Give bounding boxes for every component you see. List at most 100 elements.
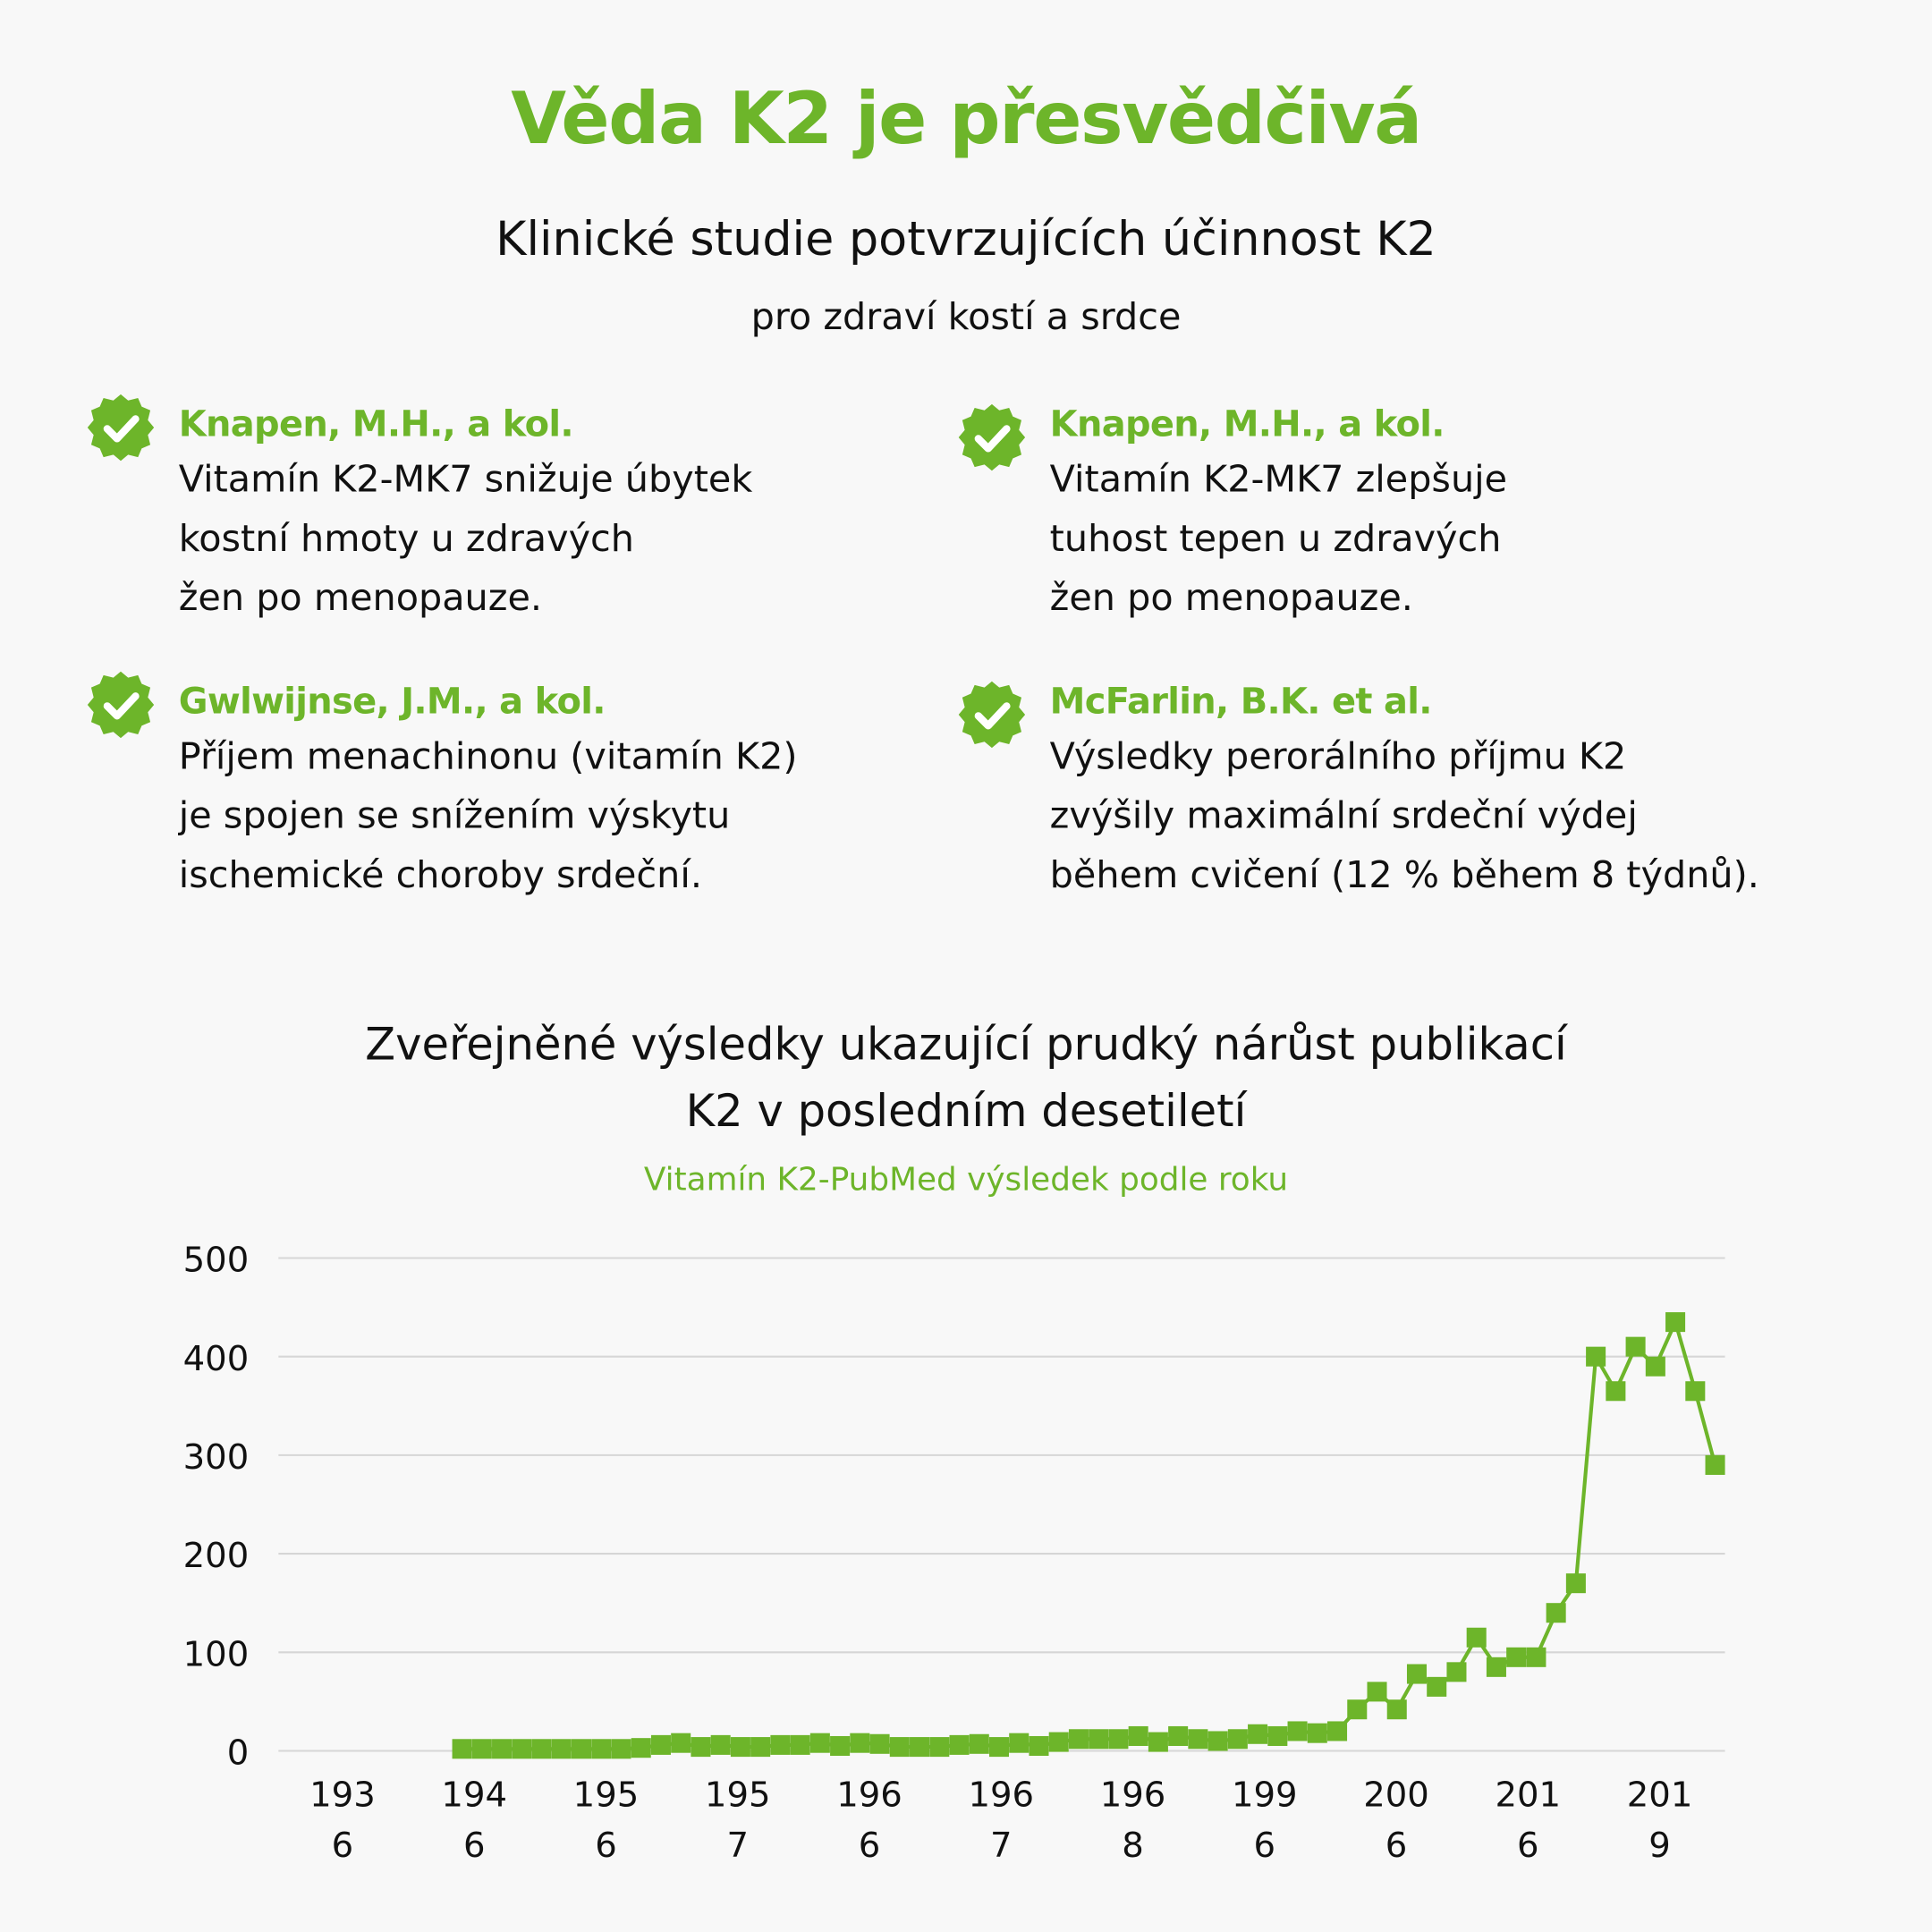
data-point xyxy=(1565,1573,1586,1594)
x-tick-label: 6 xyxy=(463,1826,486,1866)
x-tick-label: 196 xyxy=(1100,1775,1166,1815)
data-point xyxy=(531,1739,552,1759)
data-point xyxy=(1705,1454,1725,1475)
chart-subtitle: Vitamín K2-PubMed výsledek podle roku xyxy=(643,1162,1289,1199)
y-tick-label: 0 xyxy=(227,1733,250,1774)
data-point xyxy=(1287,1721,1308,1741)
x-tick-label: 7 xyxy=(990,1826,1013,1866)
data-point xyxy=(671,1733,691,1753)
data-point xyxy=(929,1737,950,1758)
data-point xyxy=(650,1734,671,1755)
data-point xyxy=(1188,1729,1208,1750)
data-point xyxy=(1168,1725,1189,1746)
data-point xyxy=(889,1737,910,1758)
data-point xyxy=(1347,1699,1368,1720)
data-point xyxy=(591,1739,612,1759)
data-point xyxy=(710,1734,731,1755)
data-point xyxy=(1128,1725,1148,1746)
data-point xyxy=(1466,1627,1487,1648)
study-description: Vitamín K2-MK7 snižuje úbytek kostní hmo… xyxy=(178,458,753,620)
data-point xyxy=(869,1733,890,1754)
x-tick-label: 195 xyxy=(573,1775,640,1815)
data-point xyxy=(691,1737,711,1758)
data-point xyxy=(1446,1662,1467,1682)
data-point xyxy=(1227,1729,1248,1750)
x-tick-label: 9 xyxy=(1648,1826,1671,1866)
data-point xyxy=(730,1737,750,1758)
x-tick-label: 193 xyxy=(309,1775,376,1815)
study-card: McFarlin, B.K. et al. Výsledky perorální… xyxy=(1050,674,1912,906)
data-point xyxy=(1526,1647,1546,1667)
x-tick-label: 195 xyxy=(705,1775,771,1815)
x-tick-label: 201 xyxy=(1495,1775,1561,1815)
data-point xyxy=(809,1733,830,1753)
data-point xyxy=(750,1737,771,1758)
chart-title: Zveřejněné výsledky ukazující prudký nár… xyxy=(365,1020,1567,1138)
data-point xyxy=(1586,1346,1606,1367)
data-point xyxy=(1327,1721,1348,1741)
data-point xyxy=(1645,1356,1665,1377)
data-point xyxy=(770,1734,791,1755)
data-point xyxy=(1486,1657,1506,1677)
data-point xyxy=(1307,1723,1327,1743)
data-point xyxy=(910,1737,930,1758)
x-tick-label: 6 xyxy=(1385,1826,1408,1866)
x-tick-label: 194 xyxy=(441,1775,507,1815)
data-point xyxy=(850,1733,870,1753)
data-point xyxy=(790,1734,810,1755)
x-tick-label: 6 xyxy=(332,1826,354,1866)
data-point xyxy=(1506,1647,1527,1667)
data-point xyxy=(571,1739,592,1759)
x-tick-label: 200 xyxy=(1363,1775,1429,1815)
y-tick-label: 400 xyxy=(183,1339,250,1379)
study-author: Gwlwijnse, J.M., a kol. xyxy=(178,680,606,723)
data-point xyxy=(1367,1682,1387,1702)
x-tick-label: 196 xyxy=(836,1775,902,1815)
data-point xyxy=(1089,1729,1109,1750)
data-point xyxy=(1108,1729,1129,1750)
x-tick-label: 6 xyxy=(595,1826,617,1866)
data-point xyxy=(1208,1731,1228,1751)
series-line xyxy=(462,1317,1717,1751)
x-tick-label: 196 xyxy=(968,1775,1034,1815)
study-card: Knapen, M.H., a kol. Vitamín K2-MK7 zlep… xyxy=(1050,397,1912,629)
data-point xyxy=(1427,1676,1447,1697)
data-point xyxy=(988,1737,1010,1758)
page-title: Věda K2 je přesvědčivá xyxy=(511,76,1422,161)
data-point xyxy=(452,1739,472,1759)
data-point xyxy=(1665,1312,1686,1333)
x-tick-label: 6 xyxy=(859,1826,881,1866)
study-author: Knapen, M.H., a kol. xyxy=(1049,402,1445,445)
data-point xyxy=(1386,1699,1407,1720)
data-point xyxy=(1267,1725,1288,1746)
x-tick-label: 199 xyxy=(1232,1775,1298,1815)
x-tick-label: 8 xyxy=(1122,1826,1144,1866)
page-subtitle: Klinické studie potvrzujících účinnost K… xyxy=(496,211,1436,267)
study-card: Knapen, M.H., a kol. Vitamín K2-MK7 sniž… xyxy=(179,397,1041,629)
y-tick-label: 300 xyxy=(183,1437,250,1478)
study-description: Výsledky perorálního příjmu K2 zvýšily m… xyxy=(1049,735,1759,897)
x-tick-label: 6 xyxy=(1254,1826,1276,1866)
page-subtitle-secondary: pro zdraví kostí a srdce xyxy=(750,295,1182,339)
x-tick-label: 6 xyxy=(1517,1826,1539,1866)
data-point xyxy=(551,1739,572,1759)
data-point xyxy=(1029,1735,1049,1757)
x-tick-label: 201 xyxy=(1627,1775,1693,1815)
data-point xyxy=(969,1733,989,1754)
study-author: Knapen, M.H., a kol. xyxy=(178,402,574,445)
data-point xyxy=(512,1739,532,1759)
data-point xyxy=(1546,1603,1566,1623)
data-point xyxy=(1625,1336,1646,1357)
study-card: Gwlwijnse, J.M., a kol. Příjem menachino… xyxy=(179,674,1041,906)
data-point xyxy=(1068,1729,1089,1750)
data-point xyxy=(611,1739,631,1759)
data-point xyxy=(949,1734,970,1755)
y-tick-label: 100 xyxy=(183,1634,250,1674)
study-author: McFarlin, B.K. et al. xyxy=(1049,680,1433,723)
data-point xyxy=(1606,1381,1626,1402)
x-tick-label: 7 xyxy=(726,1826,749,1866)
study-description: Příjem menachinonu (vitamín K2) je spoje… xyxy=(178,735,798,897)
data-point xyxy=(1406,1664,1428,1684)
data-point xyxy=(471,1739,492,1759)
